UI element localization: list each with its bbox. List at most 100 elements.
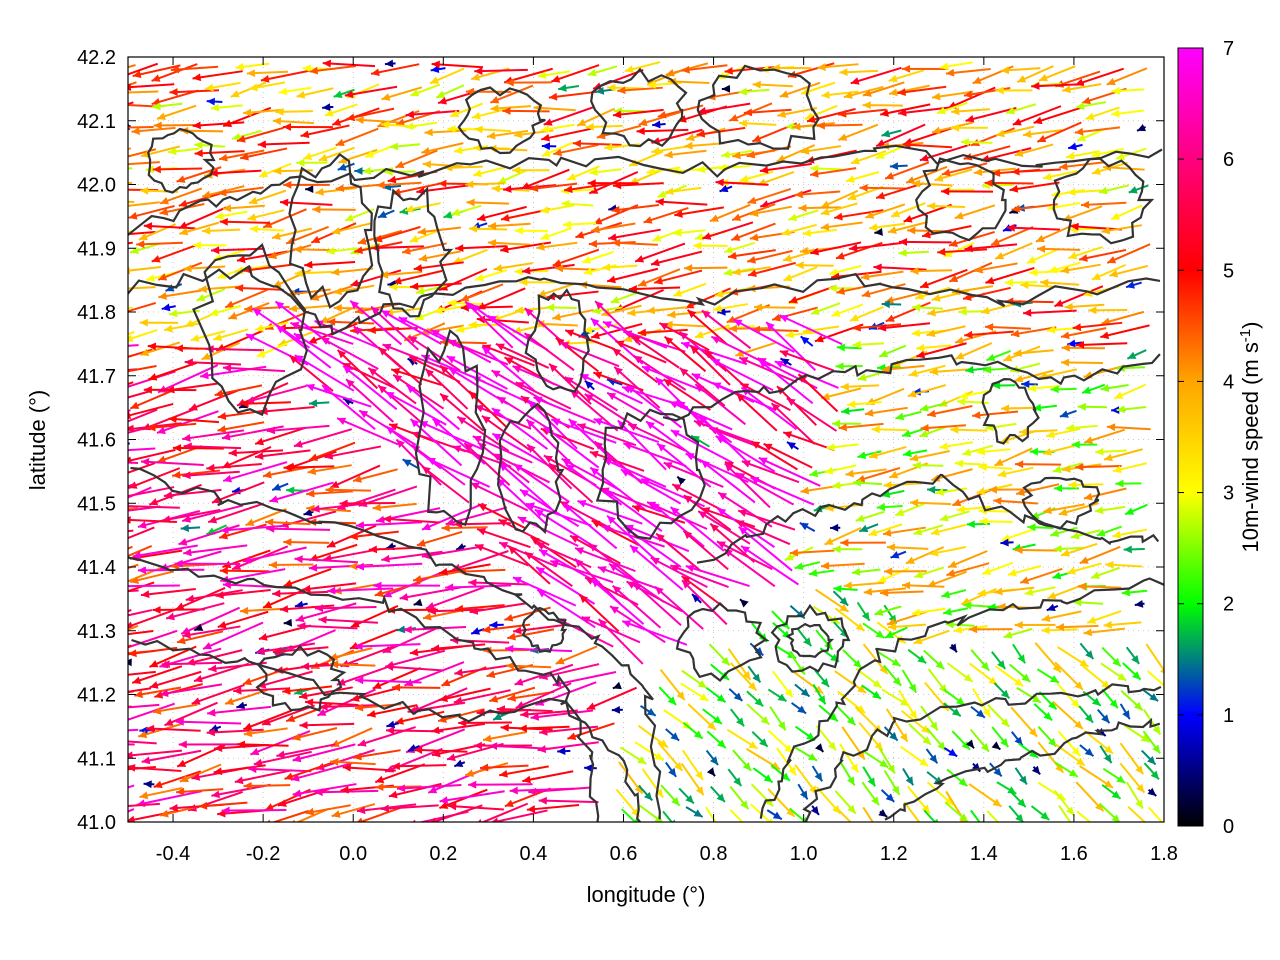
wind-vector: [752, 80, 793, 89]
wind-vector: [495, 342, 550, 369]
wind-vector: [412, 570, 460, 583]
wind-vector: [976, 447, 1011, 456]
wind-vector: [856, 601, 871, 622]
wind-vector: [835, 362, 863, 371]
wind-vector: [888, 69, 925, 83]
wind-vector: [384, 59, 396, 68]
wind-vector: [651, 145, 689, 155]
wind-vector: [424, 128, 467, 137]
wind-vector: [1043, 503, 1085, 515]
wind-vector: [969, 728, 990, 753]
wind-vector: [680, 682, 709, 702]
wind-vector: [810, 805, 820, 816]
wind-vector: [646, 306, 688, 315]
wind-vector: [355, 116, 399, 125]
wind-vector: [128, 344, 139, 347]
wind-vector: [292, 743, 356, 763]
wind-vector: [576, 423, 637, 447]
wind-vector: [366, 704, 418, 718]
wind-vector: [1026, 248, 1059, 264]
wind-vector: [926, 727, 947, 751]
y-tick-label: 41.6: [77, 430, 116, 452]
wind-vector: [1106, 423, 1151, 432]
wind-vector: [234, 769, 292, 785]
wind-vector: [1075, 101, 1107, 110]
wind-vector: [175, 717, 242, 726]
wind-vector: [165, 602, 225, 621]
wind-vector: [489, 621, 504, 629]
wind-vector: [192, 121, 245, 130]
wind-vector: [354, 642, 421, 651]
wind-vector: [306, 489, 353, 498]
wind-vector: [472, 435, 533, 464]
wind-vector: [1119, 703, 1131, 720]
wind-vector: [814, 588, 850, 613]
wind-vector: [852, 478, 883, 487]
wind-vector: [245, 333, 309, 366]
wind-vector: [729, 708, 745, 727]
wind-vector: [994, 586, 1035, 596]
wind-vector: [581, 250, 614, 264]
wind-vector: [231, 129, 262, 141]
wind-vector: [841, 407, 865, 415]
wind-vector: [943, 702, 962, 717]
wind-vector: [855, 510, 885, 523]
wind-vector: [153, 121, 198, 130]
wind-vector: [563, 503, 618, 550]
wind-vector: [489, 84, 534, 104]
wind-vector: [453, 759, 466, 768]
wind-vector: [128, 301, 157, 313]
wind-vector: [405, 109, 460, 119]
wind-vector: [205, 345, 265, 353]
wind-vector: [697, 102, 751, 115]
wind-vector: [605, 489, 663, 532]
wind-vector: [800, 145, 842, 155]
x-tick-label: 0.4: [519, 843, 547, 865]
wind-vector: [468, 224, 508, 233]
wind-vector: [1009, 181, 1060, 193]
wind-vector: [586, 686, 638, 711]
wind-vector: [715, 178, 769, 187]
wind-vector: [178, 740, 241, 749]
wind-vector: [431, 60, 484, 69]
wind-vector: [851, 568, 881, 576]
wind-vector: [414, 746, 468, 755]
wind-vector: [474, 543, 529, 567]
wind-vector: [128, 486, 152, 499]
wind-vector: [540, 204, 575, 214]
wind-vector: [128, 687, 152, 693]
wind-vector: [466, 198, 510, 207]
wind-vector: [297, 622, 358, 630]
wind-vector: [612, 108, 664, 119]
wind-vector: [283, 538, 330, 547]
wind-vector: [1029, 268, 1063, 277]
wind-vector: [1062, 83, 1102, 94]
y-tick-label: 41.2: [77, 685, 116, 707]
wind-vector: [454, 604, 505, 613]
x-tick-label: 0.2: [429, 843, 457, 865]
wind-vector: [895, 410, 922, 421]
wind-vector: [218, 149, 265, 162]
y-axis-label: latitude (°): [25, 390, 50, 491]
wind-vector: [543, 106, 595, 126]
wind-vector: [1126, 781, 1144, 810]
wind-vector: [429, 67, 465, 85]
wind-vector: [681, 669, 708, 689]
wind-vector: [435, 84, 465, 99]
wind-vector: [537, 70, 571, 79]
wind-vector: [430, 65, 446, 74]
wind-vector: [318, 615, 379, 624]
wind-vector: [441, 524, 488, 532]
wind-vector: [507, 690, 555, 702]
wind-vector: [970, 649, 990, 672]
wind-vector: [128, 658, 132, 667]
wind-vector: [1106, 67, 1148, 86]
wind-vector: [682, 749, 704, 781]
wind-vector: [898, 689, 918, 720]
wind-vector: [472, 165, 508, 178]
wind-vector: [372, 502, 417, 512]
wind-vector: [685, 806, 704, 818]
wind-vector: [217, 409, 267, 420]
wind-vector: [1121, 588, 1148, 597]
contour-line: [662, 353, 1161, 422]
